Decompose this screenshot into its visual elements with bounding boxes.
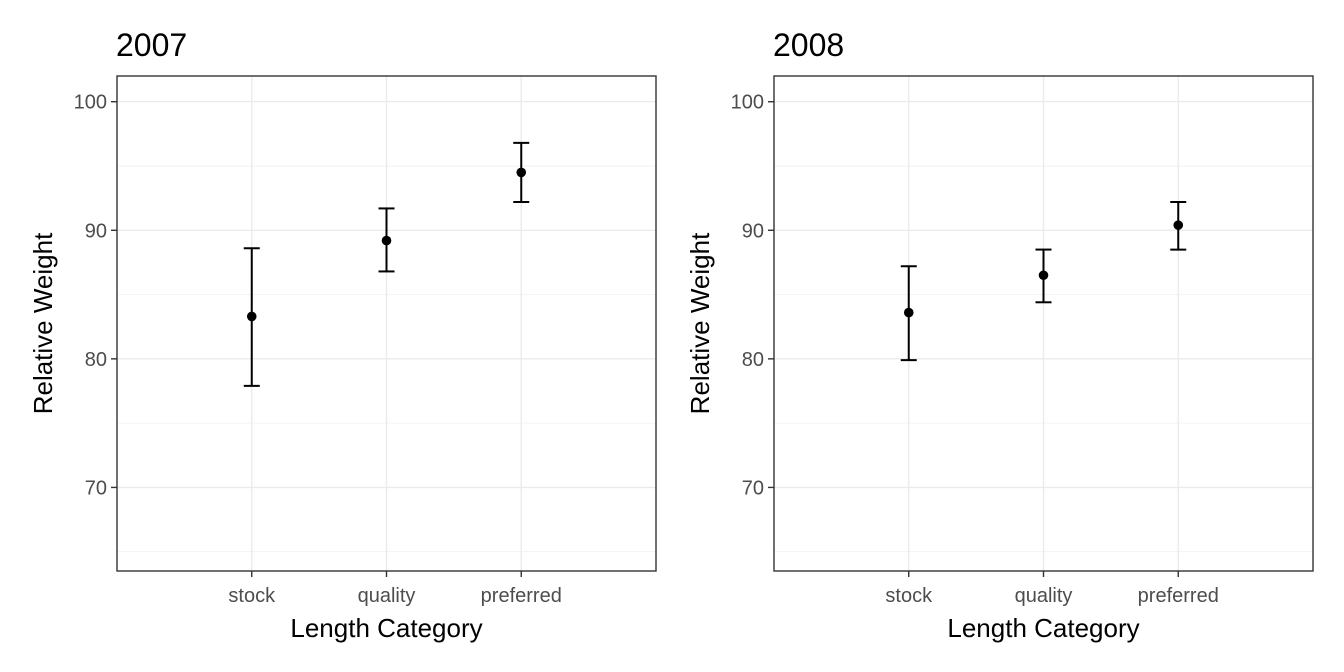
x-tick-label-preferred: preferred [1138, 585, 1219, 607]
mean-point-quality [1038, 270, 1049, 281]
x-tick-label-stock: stock [228, 585, 276, 607]
x-tick-label-stock: stock [885, 585, 933, 607]
x-axis-title: Length Category [290, 613, 482, 643]
y-tick-label: 80 [742, 349, 764, 371]
y-tick-label: 70 [742, 477, 764, 499]
y-axis-title: Relative Weight [28, 232, 58, 414]
y-tick-label: 100 [731, 92, 764, 114]
chart-panel-2007: 70 80 90 100 stock quality preferred 2007 Length… [28, 27, 657, 643]
y-tick-label: 80 [85, 349, 107, 371]
y-axis-title: Relative Weight [685, 232, 715, 414]
chart-title: 2007 [116, 27, 187, 63]
mean-point-stock [903, 307, 914, 318]
mean-point-stock [246, 311, 257, 322]
mean-point-preferred [1173, 220, 1184, 230]
y-tick-label: 90 [85, 220, 107, 242]
y-tick-label: 70 [85, 477, 107, 499]
x-axis-title: Length Category [947, 613, 1139, 643]
chart-panel-2008: 70 80 90 100 stock quality preferred 2008 Length… [685, 27, 1314, 643]
y-tick-label: 100 [74, 92, 107, 114]
mean-point-preferred [516, 167, 527, 178]
x-tick-label-quality: quality [358, 585, 416, 607]
y-tick-label: 90 [742, 220, 764, 242]
x-tick-label-preferred: preferred [481, 585, 562, 607]
mean-point-quality [381, 235, 392, 246]
chart-title: 2008 [773, 27, 844, 63]
x-tick-label-quality: quality [1015, 585, 1073, 607]
